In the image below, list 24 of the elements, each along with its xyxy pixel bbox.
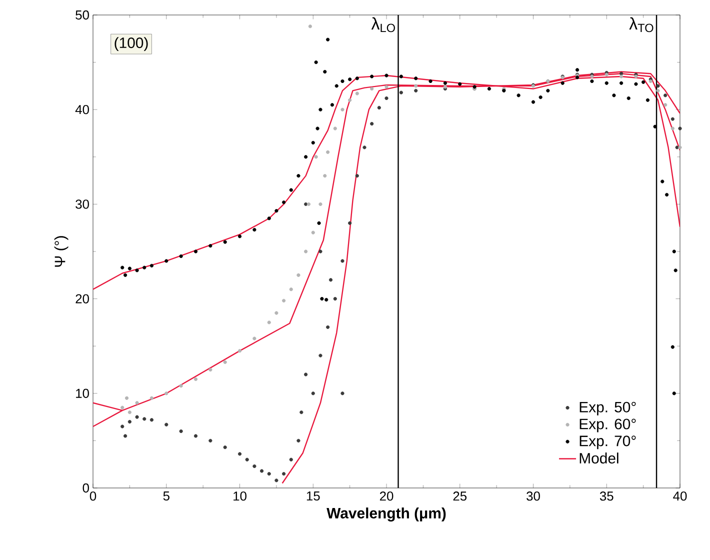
- x-tick-label: 0: [90, 492, 96, 501]
- ref-line-label: λ$_{LO}$: [371, 17, 395, 32]
- y-tick-label: 30: [76, 200, 89, 209]
- legend-label: Exp. 70°: [580, 436, 636, 450]
- ref-line-label: λ$_{TO}$: [629, 17, 654, 32]
- x-tick-label: 30: [526, 492, 540, 501]
- x-tick-label: 15: [306, 492, 320, 501]
- x-tick-label: 5: [163, 492, 170, 501]
- y-tick-label: 0: [82, 483, 89, 493]
- y-tick-label: 40: [75, 105, 89, 114]
- legend-label: Model: [580, 452, 618, 464]
- x-tick-label: 35: [600, 492, 614, 501]
- x-tick-label: 10: [234, 492, 246, 501]
- x-tick-label: 40: [673, 492, 687, 501]
- legend-label: Exp. 50°: [580, 402, 636, 416]
- x-axis-title: Wavelength (μm): [326, 508, 446, 522]
- annotation: (100): [114, 37, 148, 52]
- legend-label: Exp. 60°: [580, 418, 636, 432]
- y-axis-title: Ψ (°): [54, 236, 68, 267]
- x-tick-label: 25: [453, 492, 467, 501]
- y-tick-label: 20: [76, 294, 89, 304]
- x-tick-label: 20: [380, 492, 394, 501]
- y-tick-label: 50: [76, 10, 89, 20]
- y-tick-label: 10: [76, 388, 89, 398]
